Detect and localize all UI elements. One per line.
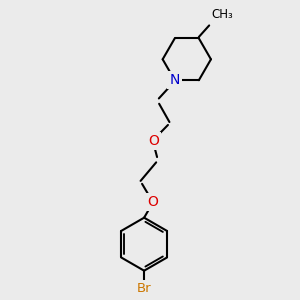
- Text: N: N: [169, 73, 180, 87]
- Text: O: O: [148, 134, 159, 148]
- Text: O: O: [148, 195, 158, 209]
- Text: Br: Br: [137, 282, 152, 296]
- Text: CH₃: CH₃: [211, 8, 233, 21]
